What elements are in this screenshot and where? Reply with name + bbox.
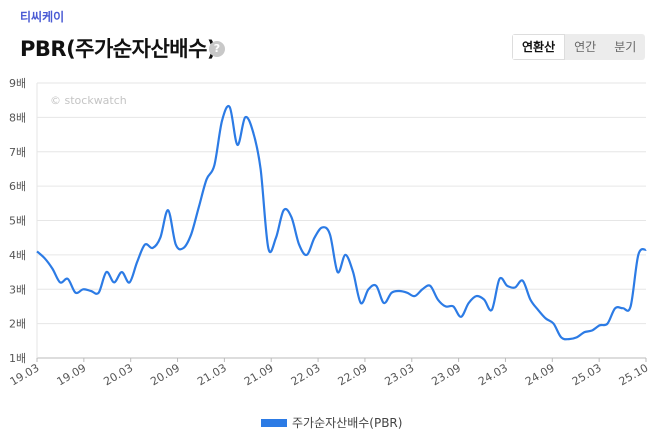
legend-label: 주가순자산배수(PBR) xyxy=(292,416,403,430)
y-tick-label: 8배 xyxy=(9,111,26,124)
x-tick-label: 21.03 xyxy=(195,361,229,388)
x-axis-ticks: 19.03 19.09 20.03 20.09 21.03 21.09 22.03 22.09… xyxy=(8,358,651,388)
y-tick-label: 3배 xyxy=(9,283,26,296)
y-tick-label: 1배 xyxy=(9,352,26,365)
x-tick-label: 24.09 xyxy=(523,361,557,388)
legend[interactable]: 주가순자산배수(PBR) xyxy=(261,414,402,431)
y-tick-label: 4배 xyxy=(9,249,26,262)
legend-swatch xyxy=(261,418,287,427)
series-line xyxy=(36,105,647,341)
y-tick-label: 6배 xyxy=(9,180,26,193)
watermark: © stockwatch xyxy=(50,94,127,107)
x-tick-label: 19.09 xyxy=(55,361,89,388)
tab-quarterly[interactable]: 분기 xyxy=(614,40,637,54)
tab-annual[interactable]: 연간 xyxy=(574,40,597,54)
x-tick-label: 19.03 xyxy=(8,361,42,388)
period-tabs: 연환산 연간 분기 xyxy=(512,34,646,60)
x-tick-label: 20.09 xyxy=(148,361,182,388)
company-name[interactable]: 티씨케이 xyxy=(20,10,65,24)
x-tick-label: 22.09 xyxy=(336,361,370,388)
gridlines xyxy=(36,82,646,359)
x-tick-label: 25.03 xyxy=(570,361,604,388)
y-tick-label: 5배 xyxy=(9,215,26,228)
y-axis-ticks: 1배 2배 3배 4배 5배 6배 7배 8배 9배 xyxy=(9,77,26,365)
x-tick-label: 25.10 xyxy=(617,361,651,388)
y-tick-label: 2배 xyxy=(9,318,26,331)
x-tick-label: 23.09 xyxy=(429,361,463,388)
page-title: PBR(주가순자산배수) xyxy=(20,37,217,61)
x-tick-label: 20.03 xyxy=(101,361,135,388)
y-tick-label: 9배 xyxy=(9,77,26,90)
help-icon[interactable]: ? xyxy=(209,41,225,57)
x-tick-label: 22.03 xyxy=(289,361,323,388)
y-tick-label: 7배 xyxy=(9,146,26,159)
x-tick-label: 21.09 xyxy=(242,361,276,388)
tab-annualized[interactable]: 연환산 xyxy=(512,34,566,60)
x-tick-label: 23.03 xyxy=(382,361,416,388)
x-tick-label: 24.03 xyxy=(476,361,510,388)
